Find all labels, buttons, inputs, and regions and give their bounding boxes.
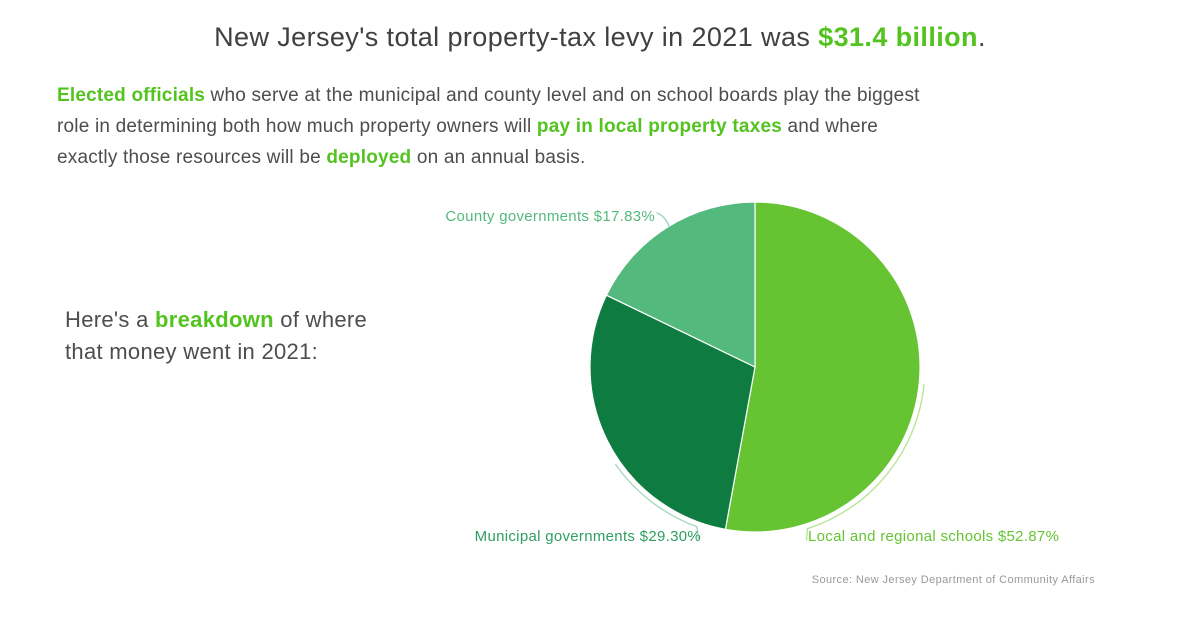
- intro-line-3: exactly those resources will be deployed…: [57, 142, 1167, 173]
- highlight-text: $31.4 billion: [818, 22, 978, 52]
- schools-callout-line: [805, 384, 925, 541]
- breakdown-note-line-1: Here's a breakdown of where: [65, 304, 367, 336]
- highlight-text: pay in local property taxes: [536, 116, 782, 137]
- breakdown-note-line-2: that money went in 2021:: [65, 336, 367, 368]
- pie-label-county-governments: County governments $17.83%: [445, 208, 655, 225]
- pie-label-local-regional-schools: Local and regional schools $52.87%: [808, 528, 1060, 545]
- text-segment: Here's a: [65, 307, 156, 332]
- text-segment: exactly those resources will be: [57, 147, 327, 168]
- text-segment: New Jersey's total property-tax levy in …: [214, 22, 819, 52]
- text-segment: and where: [782, 116, 879, 137]
- text-segment: who serve at the municipal and county le…: [205, 85, 920, 106]
- highlight-text: Elected officials: [57, 85, 206, 106]
- highlight-text: breakdown: [155, 307, 274, 332]
- text-segment: on an annual basis.: [411, 147, 586, 168]
- pie-slice-county-governments: [605, 201, 756, 368]
- text-segment: .: [977, 22, 986, 52]
- text-segment: role in determining both how much proper…: [57, 116, 537, 137]
- intro-line-2: role in determining both how much proper…: [57, 111, 1167, 142]
- intro-paragraph: Elected officials who serve at the munic…: [57, 80, 1167, 173]
- source-attribution: Source: New Jersey Department of Communi…: [811, 574, 1095, 586]
- intro-line-1: Elected officials who serve at the munic…: [57, 80, 1167, 111]
- highlight-text: deployed: [326, 147, 412, 168]
- text-segment: that money went in 2021:: [65, 339, 319, 364]
- pie-slice-municipal-governments: [589, 294, 756, 531]
- breakdown-note: Here's a breakdown of where that money w…: [65, 304, 367, 368]
- pie-label-municipal-governments: Municipal governments $29.30%: [474, 528, 701, 545]
- text-segment: of where: [273, 307, 368, 332]
- pie-slice-local-and-regional-schools: [724, 201, 921, 533]
- county-callout-line: [656, 212, 670, 227]
- pie-slices: [589, 201, 921, 533]
- page-title: New Jersey's total property-tax levy in …: [0, 22, 1200, 53]
- municipal-callout-line: [615, 463, 700, 540]
